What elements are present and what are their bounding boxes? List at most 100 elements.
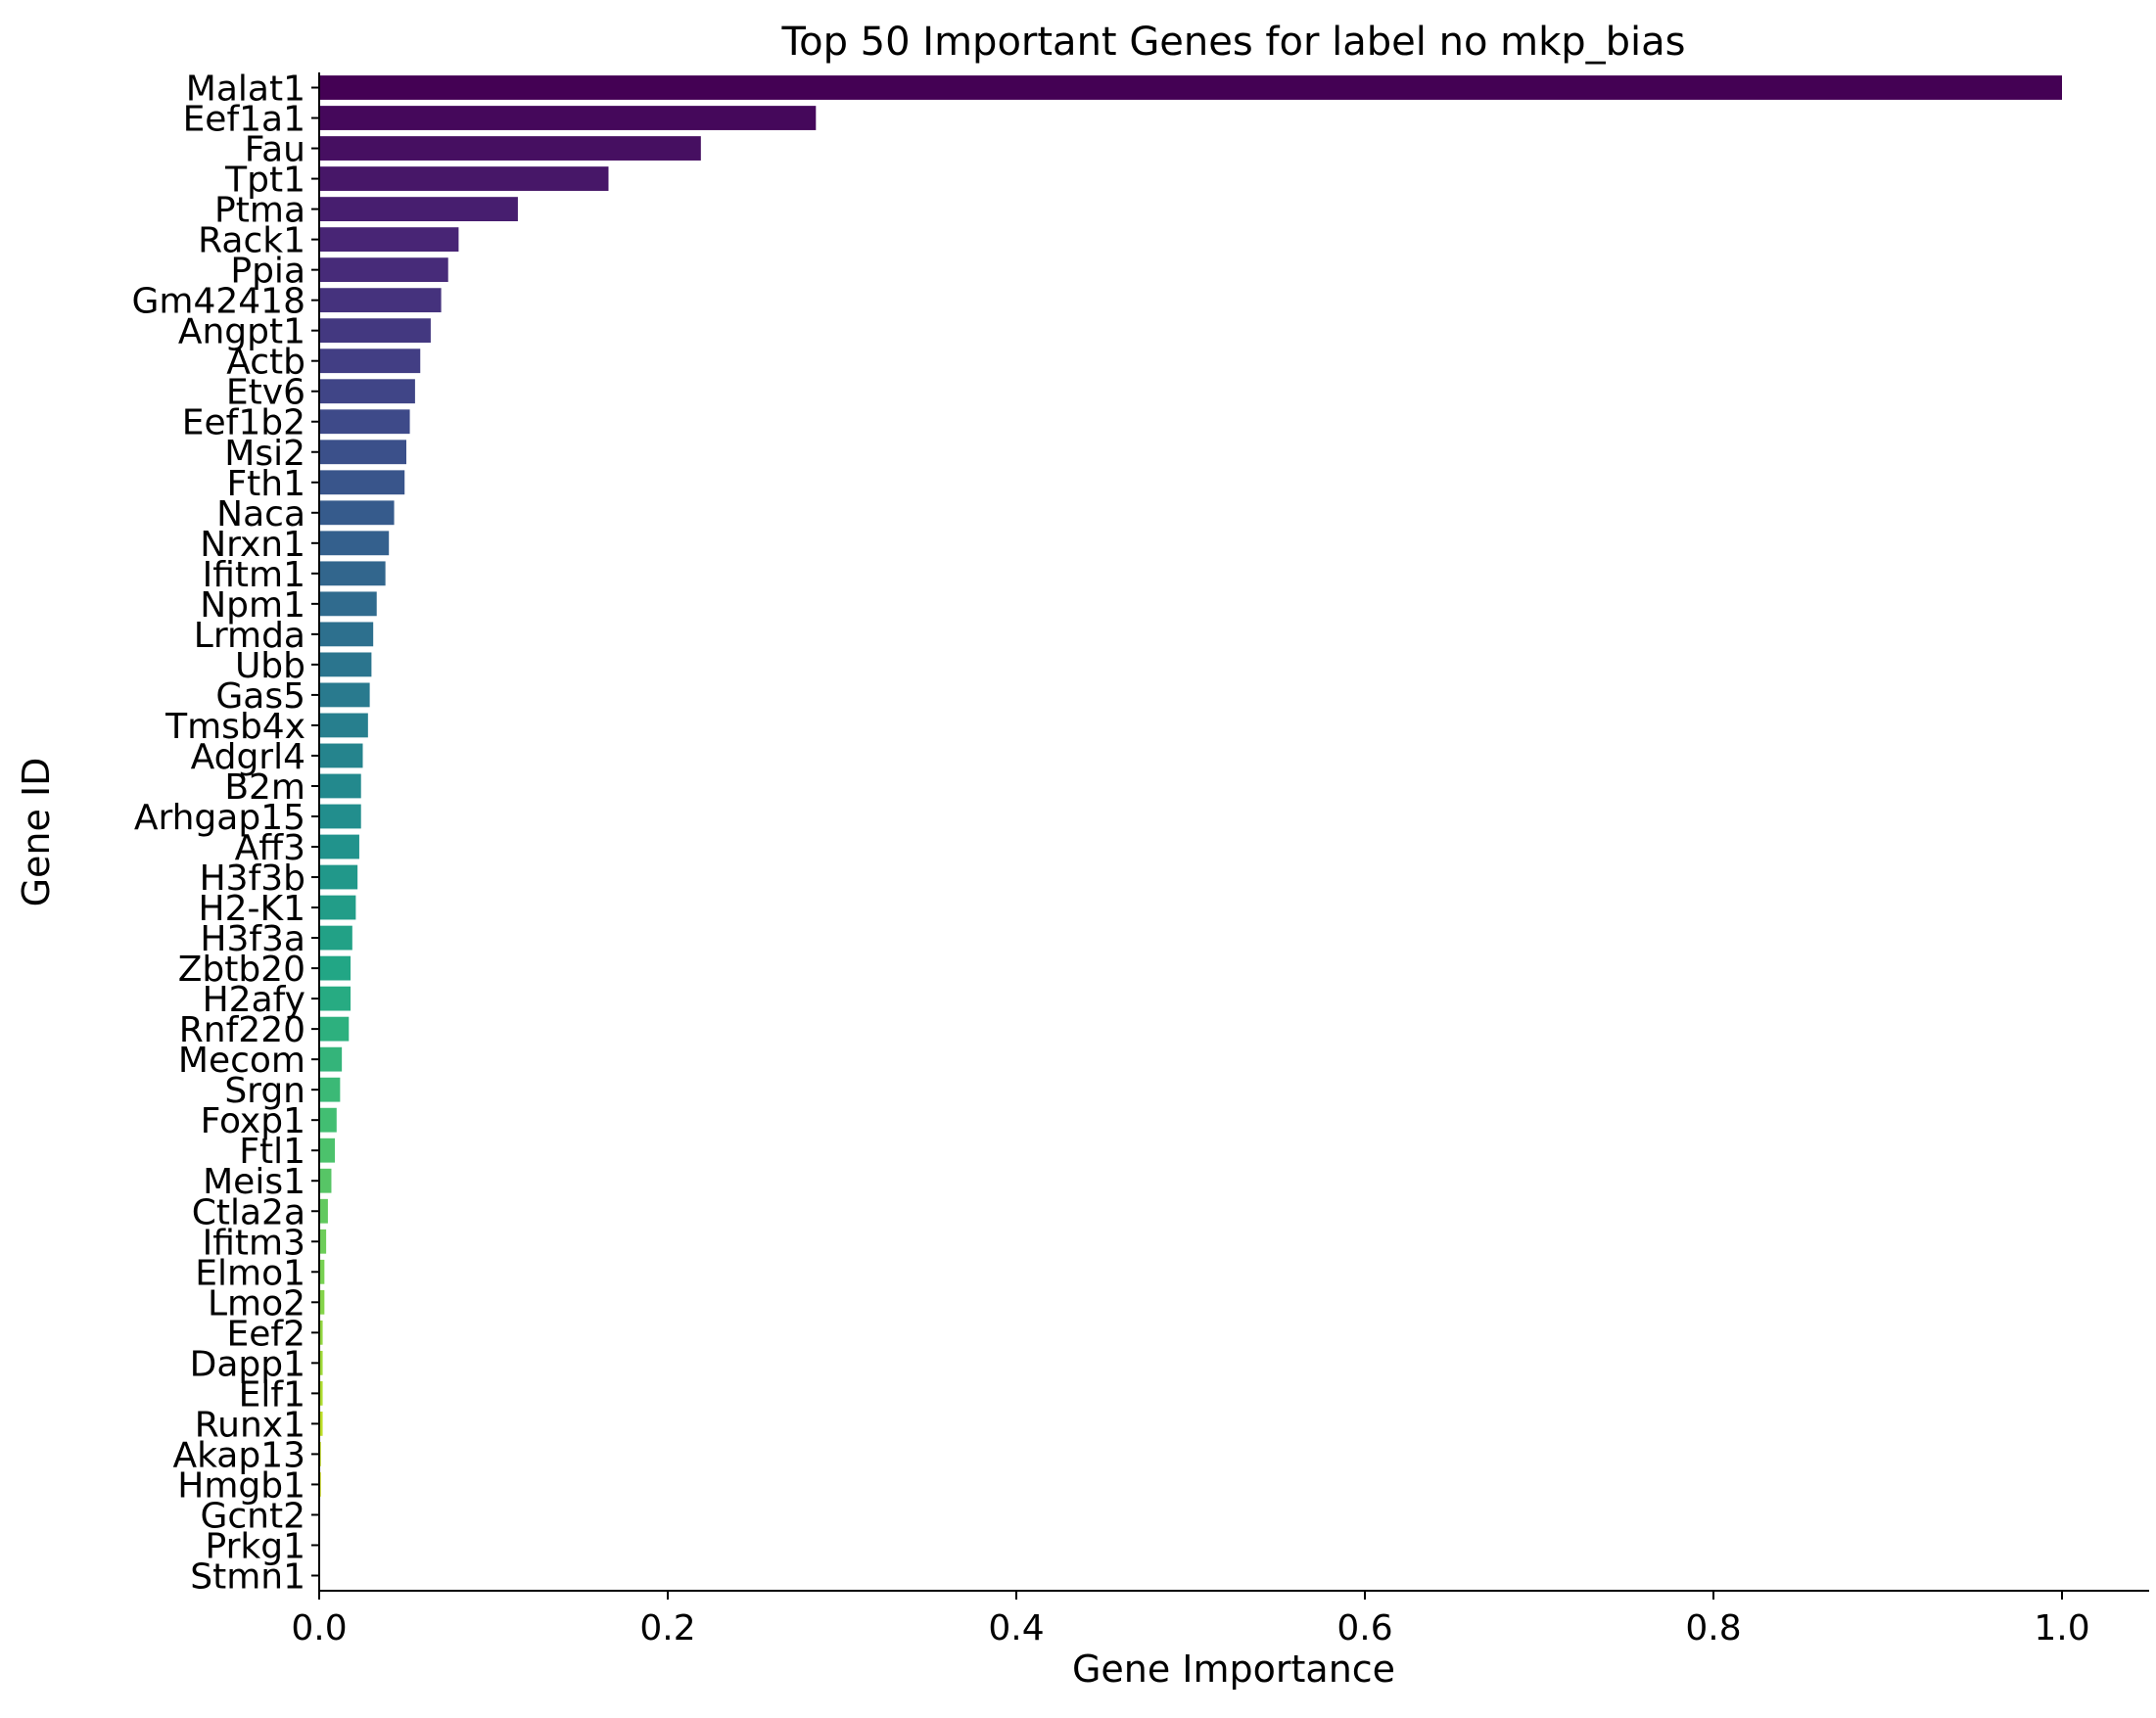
x-tick-label: 0.6 — [1336, 1608, 1392, 1648]
bar-Srgn — [319, 1077, 341, 1102]
bar-Zbtb20 — [319, 955, 352, 981]
bar-Malat1 — [319, 75, 2062, 100]
bar-Foxp1 — [319, 1107, 337, 1133]
bar-Runx1 — [319, 1411, 323, 1436]
y-tick-label: Ifitm3 — [203, 1223, 305, 1263]
bar-Ctla2a — [319, 1198, 328, 1224]
bar-Adgrl4 — [319, 743, 363, 768]
y-tick-label: Eef2 — [227, 1314, 305, 1354]
y-tick-label: Lrmda — [194, 616, 305, 656]
bar-B2m — [319, 773, 361, 799]
bar-Npm1 — [319, 591, 377, 617]
bar-Meis1 — [319, 1168, 332, 1193]
y-tick-label: Fth1 — [226, 464, 305, 504]
y-tick-label: Tmsb4x — [164, 707, 305, 747]
y-tick-label: Eef1b2 — [182, 403, 305, 443]
y-tick-label: Gcnt2 — [200, 1496, 305, 1536]
y-tick-label: Akap13 — [172, 1435, 305, 1475]
x-tick-label: 0.0 — [291, 1608, 347, 1648]
y-tick-label: Dapp1 — [190, 1344, 305, 1384]
bar-Eef2 — [319, 1320, 323, 1345]
y-tick-label: Ptma — [214, 191, 305, 231]
bar-Dapp1 — [319, 1350, 323, 1375]
y-tick-label: Hmgb1 — [177, 1465, 305, 1506]
y-tick-label: Srgn — [224, 1071, 305, 1111]
bar-Elmo1 — [319, 1259, 325, 1284]
y-tick-label: Gm42418 — [132, 282, 306, 322]
bar-Lrmda — [319, 622, 374, 647]
bar-Fth1 — [319, 470, 405, 495]
bar-Tmsb4x — [319, 713, 368, 738]
bar-Elf1 — [319, 1380, 323, 1406]
y-tick-label: Elmo1 — [195, 1253, 305, 1293]
bar-Eef1b2 — [319, 409, 410, 435]
y-tick-label: Ifitm1 — [203, 555, 305, 595]
y-tick-label: Malat1 — [186, 70, 305, 110]
y-tick-label: Etv6 — [226, 373, 305, 413]
y-tick-label: Ppia — [230, 252, 305, 292]
y-tick-label: Lmo2 — [208, 1283, 305, 1323]
y-tick-label: H3f3b — [200, 859, 305, 899]
x-tick-label: 1.0 — [2034, 1608, 2089, 1648]
y-tick-label: Nrxn1 — [200, 525, 305, 565]
bar-Ifitm3 — [319, 1229, 327, 1254]
bar-Etv6 — [319, 379, 415, 404]
bar-H2-K1 — [319, 895, 356, 920]
y-tick-label: Meis1 — [203, 1162, 305, 1202]
x-axis-label: Gene Importance — [1072, 1648, 1395, 1691]
y-tick-label: Fau — [245, 130, 305, 170]
bar-Ubb — [319, 652, 372, 677]
y-tick-label: H2-K1 — [199, 889, 305, 929]
bar-Tpt1 — [319, 166, 609, 191]
bar-H3f3a — [319, 925, 352, 951]
y-tick-label: Runx1 — [195, 1405, 305, 1445]
bar-Ftl1 — [319, 1138, 336, 1163]
y-tick-label: Foxp1 — [201, 1101, 305, 1141]
bar-Rack1 — [319, 227, 459, 253]
bar-Nrxn1 — [319, 531, 390, 556]
bar-H2afy — [319, 986, 352, 1011]
y-tick-label: Naca — [216, 494, 305, 534]
y-tick-label: Rack1 — [198, 221, 305, 261]
y-tick-label: Rnf220 — [179, 1010, 305, 1050]
bar-Rnf220 — [319, 1016, 350, 1042]
y-tick-label: Prkg1 — [206, 1526, 305, 1566]
bars-group — [319, 75, 2062, 1588]
y-axis-label: Gene ID — [15, 758, 58, 907]
bar-Angpt1 — [319, 318, 431, 344]
y-tick-label: Tpt1 — [224, 161, 305, 201]
y-tick-label: Arhgap15 — [134, 798, 305, 838]
y-tick-label: Ubb — [235, 646, 305, 686]
y-tick-label: Actb — [226, 343, 305, 383]
y-tick-label: Adgrl4 — [191, 737, 305, 777]
y-tick-label: H2afy — [203, 980, 305, 1020]
bar-Naca — [319, 500, 395, 526]
y-tick-label: Eef1a1 — [183, 100, 305, 140]
y-tick-label: Zbtb20 — [178, 950, 305, 990]
bar-Ptma — [319, 197, 518, 221]
bar-Eef1a1 — [319, 106, 817, 130]
bar-Msi2 — [319, 440, 406, 465]
y-tick-labels: Malat1Eef1a1FauTpt1PtmaRack1PpiaGm42418A… — [132, 70, 319, 1597]
y-tick-label: Elf1 — [239, 1374, 305, 1415]
y-tick-label: Aff3 — [235, 828, 305, 868]
y-tick-label: Npm1 — [200, 585, 305, 626]
bar-H3f3b — [319, 864, 358, 890]
x-tick-label: 0.8 — [1685, 1608, 1741, 1648]
bar-Lmo2 — [319, 1289, 325, 1315]
x-tick-label: 0.4 — [988, 1608, 1044, 1648]
bar-Fau — [319, 136, 701, 161]
y-tick-label: Msi2 — [224, 434, 305, 474]
bar-Mecom — [319, 1046, 343, 1072]
y-tick-label: Angpt1 — [178, 312, 305, 352]
bar-Ppia — [319, 257, 448, 283]
y-tick-label: Ctla2a — [192, 1192, 305, 1232]
x-tick-label: 0.2 — [639, 1608, 695, 1648]
x-ticks: 0.0 0.2 0.4 0.6 0.8 1.0 — [291, 1591, 2090, 1648]
y-tick-label: Gas5 — [215, 676, 305, 717]
chart-title: Top 50 Important Genes for label no mkp_… — [780, 20, 1685, 65]
y-tick-label: Stmn1 — [190, 1556, 305, 1597]
bar-Gas5 — [319, 682, 370, 708]
